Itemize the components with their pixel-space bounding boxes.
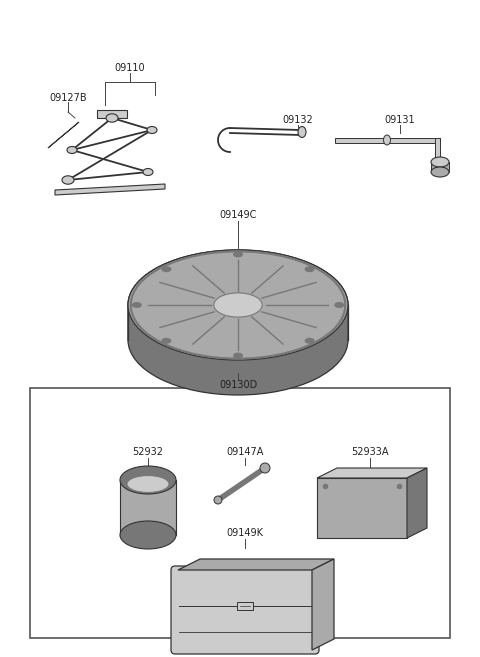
Ellipse shape <box>128 250 348 360</box>
Ellipse shape <box>214 293 262 317</box>
Ellipse shape <box>120 521 176 549</box>
Ellipse shape <box>106 114 118 122</box>
Polygon shape <box>312 559 334 650</box>
Ellipse shape <box>147 127 157 133</box>
Ellipse shape <box>161 266 171 272</box>
Ellipse shape <box>233 353 243 359</box>
Ellipse shape <box>62 176 74 184</box>
Bar <box>97 110 127 118</box>
Ellipse shape <box>431 157 449 167</box>
Bar <box>335 137 440 143</box>
Ellipse shape <box>334 302 344 308</box>
Text: 09130D: 09130D <box>219 380 257 390</box>
Ellipse shape <box>214 496 222 504</box>
Polygon shape <box>128 250 348 340</box>
Polygon shape <box>55 184 165 195</box>
Text: 52932: 52932 <box>132 447 164 457</box>
Bar <box>237 602 253 610</box>
Ellipse shape <box>384 135 391 145</box>
Text: 09127B: 09127B <box>49 93 87 103</box>
Text: 09110: 09110 <box>115 63 145 73</box>
Polygon shape <box>178 559 334 570</box>
Ellipse shape <box>67 147 77 154</box>
Polygon shape <box>407 468 427 538</box>
Ellipse shape <box>161 338 171 344</box>
Ellipse shape <box>143 168 153 175</box>
Ellipse shape <box>298 127 306 137</box>
Text: 09149K: 09149K <box>227 528 264 538</box>
Ellipse shape <box>132 302 142 308</box>
Text: 09131: 09131 <box>384 115 415 125</box>
Ellipse shape <box>128 285 348 395</box>
Bar <box>120 480 176 535</box>
Ellipse shape <box>431 167 449 177</box>
Bar <box>431 162 449 172</box>
Bar <box>30 388 450 638</box>
Ellipse shape <box>120 466 176 494</box>
Ellipse shape <box>304 338 314 344</box>
Text: 52933A: 52933A <box>351 447 389 457</box>
Ellipse shape <box>233 252 243 258</box>
Polygon shape <box>48 122 79 148</box>
Bar <box>435 138 440 160</box>
Ellipse shape <box>127 476 169 492</box>
Ellipse shape <box>260 463 270 473</box>
Ellipse shape <box>304 266 314 272</box>
Text: 09149C: 09149C <box>219 210 257 220</box>
Text: 09132: 09132 <box>283 115 313 125</box>
Polygon shape <box>317 468 427 478</box>
Text: 09147A: 09147A <box>226 447 264 457</box>
FancyBboxPatch shape <box>171 566 319 654</box>
Bar <box>317 478 407 538</box>
